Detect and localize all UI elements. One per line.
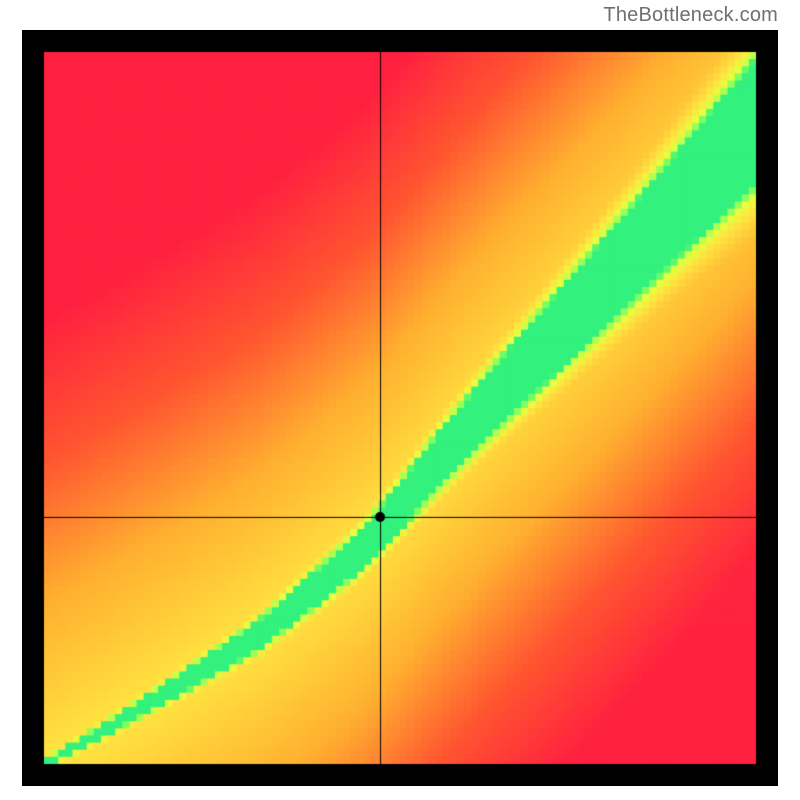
attribution-text: TheBottleneck.com [603, 4, 778, 27]
heatmap-canvas [22, 30, 778, 786]
chart-container: TheBottleneck.com [0, 0, 800, 800]
heatmap-chart [22, 30, 778, 786]
